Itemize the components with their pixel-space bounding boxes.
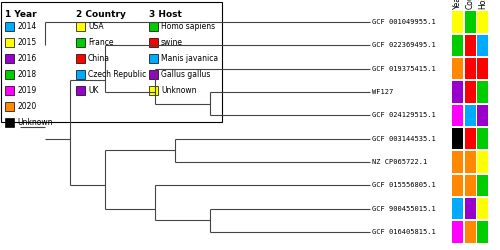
- Text: Year: Year: [453, 0, 462, 9]
- Text: 2014: 2014: [17, 22, 36, 31]
- Bar: [464, 11, 475, 33]
- Bar: [464, 58, 475, 80]
- Text: swine: swine: [161, 38, 183, 47]
- Text: GCF 019375415.1: GCF 019375415.1: [372, 66, 436, 72]
- Bar: [149, 70, 158, 79]
- Bar: [477, 174, 488, 196]
- Bar: [5, 102, 14, 111]
- Bar: [5, 86, 14, 95]
- Bar: [149, 54, 158, 63]
- Text: GCF 003144535.1: GCF 003144535.1: [372, 136, 436, 142]
- Text: Country: Country: [466, 0, 474, 9]
- Text: Homo sapiens: Homo sapiens: [161, 22, 215, 31]
- Bar: [477, 81, 488, 103]
- Text: 2018: 2018: [17, 70, 36, 79]
- Text: Czech Republic: Czech Republic: [88, 70, 146, 79]
- Text: China: China: [88, 54, 110, 63]
- Bar: [477, 198, 488, 220]
- Bar: [477, 58, 488, 80]
- Bar: [76, 54, 85, 63]
- Bar: [1, 2, 222, 122]
- Bar: [5, 70, 14, 79]
- Bar: [452, 104, 463, 126]
- Bar: [5, 38, 14, 47]
- Text: 2 Country: 2 Country: [76, 10, 126, 19]
- Text: 1 Year: 1 Year: [5, 10, 36, 19]
- Bar: [149, 86, 158, 95]
- Text: WF127: WF127: [372, 89, 393, 95]
- Text: UK: UK: [88, 86, 99, 95]
- Bar: [452, 34, 463, 56]
- Bar: [76, 38, 85, 47]
- Bar: [149, 38, 158, 47]
- Text: 2016: 2016: [17, 54, 36, 63]
- Text: Unknown: Unknown: [161, 86, 196, 95]
- Text: USA: USA: [88, 22, 104, 31]
- Bar: [477, 34, 488, 56]
- Text: NZ CP065722.1: NZ CP065722.1: [372, 159, 427, 165]
- Bar: [452, 174, 463, 196]
- Bar: [477, 11, 488, 33]
- Text: 2015: 2015: [17, 38, 36, 47]
- Text: GCF 016405815.1: GCF 016405815.1: [372, 229, 436, 235]
- Bar: [5, 22, 14, 31]
- Bar: [452, 58, 463, 80]
- Text: 3 Host: 3 Host: [149, 10, 182, 19]
- Bar: [464, 34, 475, 56]
- Text: GCF 001049955.1: GCF 001049955.1: [372, 19, 436, 25]
- Text: Gallus gallus: Gallus gallus: [161, 70, 210, 79]
- Bar: [452, 81, 463, 103]
- Bar: [477, 221, 488, 243]
- Bar: [5, 118, 14, 127]
- Text: GCF 900455015.1: GCF 900455015.1: [372, 206, 436, 212]
- Bar: [5, 54, 14, 63]
- Bar: [76, 86, 85, 95]
- Bar: [464, 198, 475, 220]
- Text: GCF 015556805.1: GCF 015556805.1: [372, 182, 436, 188]
- Bar: [76, 70, 85, 79]
- Text: 2020: 2020: [17, 102, 36, 111]
- Bar: [477, 128, 488, 150]
- Bar: [452, 128, 463, 150]
- Bar: [76, 22, 85, 31]
- Bar: [452, 11, 463, 33]
- Text: Manis javanica: Manis javanica: [161, 54, 218, 63]
- Bar: [464, 221, 475, 243]
- Text: France: France: [88, 38, 114, 47]
- Bar: [452, 198, 463, 220]
- Text: GCF 024129515.1: GCF 024129515.1: [372, 112, 436, 118]
- Bar: [477, 104, 488, 126]
- Bar: [464, 81, 475, 103]
- Text: GCF 022369495.1: GCF 022369495.1: [372, 42, 436, 48]
- Text: Host: Host: [478, 0, 487, 9]
- Bar: [452, 151, 463, 173]
- Bar: [464, 104, 475, 126]
- Bar: [464, 151, 475, 173]
- Bar: [149, 22, 158, 31]
- Bar: [477, 151, 488, 173]
- Bar: [464, 174, 475, 196]
- Bar: [464, 128, 475, 150]
- Bar: [452, 221, 463, 243]
- Text: 2019: 2019: [17, 86, 36, 95]
- Text: Unknown: Unknown: [17, 118, 52, 127]
